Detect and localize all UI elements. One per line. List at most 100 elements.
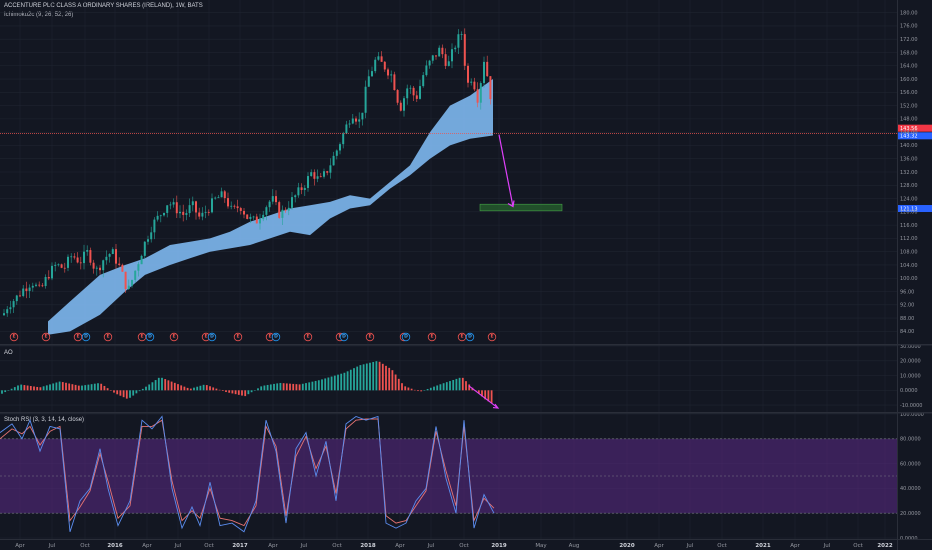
candle-body [281, 209, 284, 218]
candle-body [217, 197, 220, 199]
earnings-marker [233, 332, 243, 342]
candle-body [99, 267, 101, 271]
dividend-marker [81, 332, 91, 342]
candle-body [54, 264, 57, 266]
candle-body [118, 263, 121, 265]
ao-bar [173, 382, 176, 391]
ao-bar [337, 374, 339, 391]
ao-bar [1, 390, 3, 394]
ao-bar [157, 377, 160, 391]
candle-body [425, 65, 428, 76]
ao-bar [359, 365, 362, 391]
time-axis-label: May [535, 543, 547, 549]
price-tick-label: 88.00 [900, 316, 914, 322]
time-axis-label: Oct [459, 543, 469, 549]
pane-separator-main [0, 344, 932, 346]
ao-bar [164, 379, 167, 391]
candle-body [92, 262, 95, 269]
ao-bar [39, 387, 42, 391]
candle-body [255, 216, 258, 224]
candle-body [361, 112, 364, 120]
ichimoku-cloud [48, 79, 493, 335]
candle-body [326, 171, 329, 173]
candles[interactable] [3, 28, 492, 317]
ao-bar [301, 383, 304, 391]
ao-bar [461, 377, 464, 391]
candle-body [470, 81, 473, 83]
price-tick-label: 104.00 [900, 263, 918, 269]
ao-bar [266, 384, 269, 391]
candle-body [355, 118, 357, 122]
event-markers[interactable]: EEEEEEEEEEEEEEEEDDDDDDD [9, 332, 497, 342]
candle-body [479, 83, 482, 103]
ao-bar [10, 388, 13, 391]
ao-bar [237, 390, 240, 395]
time-axis-label: Oct [80, 543, 90, 549]
ao-bar [45, 385, 48, 391]
ichimoku-legend[interactable]: Ichimoku2c (9, 26, 52, 26) [4, 12, 74, 18]
ao-bar [327, 377, 330, 391]
candle-body [252, 216, 255, 218]
candle-body [73, 256, 76, 258]
earnings-marker [303, 332, 313, 342]
cloud-price-tag-text: 143.32 [900, 134, 918, 140]
candle-body [124, 271, 127, 289]
ao-bar [132, 390, 135, 396]
candle-body [44, 277, 47, 287]
ao-bar [397, 378, 400, 391]
ao-bar [413, 389, 416, 391]
dividend-marker [207, 332, 217, 342]
price-tick-label: 152.00 [900, 103, 918, 109]
ao-bar [279, 382, 282, 391]
axes: 84.00 88.00 92.00 96.00 100.00 104.00 108.00 11… [15, 10, 924, 549]
candle-body [329, 165, 332, 173]
candle-body [409, 87, 412, 89]
ao-bar [260, 386, 263, 391]
candle-body [243, 210, 245, 215]
candle-body [387, 69, 389, 76]
ao-bar [349, 369, 352, 391]
earnings-marker [41, 332, 51, 342]
candle-body [111, 249, 114, 255]
ao-bar [455, 378, 458, 391]
ao-bar [97, 383, 99, 391]
candle-body [188, 205, 191, 214]
candle-body [342, 133, 345, 145]
earnings-marker-label: E [44, 334, 47, 340]
ao-bar [276, 383, 279, 391]
ao-bar [119, 390, 122, 396]
candle-body [150, 232, 153, 240]
time-axis-label: Jul [686, 543, 694, 549]
ao-bar [87, 384, 90, 391]
candle-body [383, 61, 386, 70]
ao-bar [321, 379, 323, 391]
candle-body [396, 90, 399, 103]
ao-legend[interactable]: AO [4, 350, 13, 356]
stoch-rsi-legend[interactable]: Stoch RSI (3, 3, 14, 14, close) [4, 417, 85, 423]
earnings-marker-label: E [76, 334, 79, 340]
candle-body [51, 265, 53, 279]
ao-bar [298, 384, 301, 391]
target-price-tag [898, 205, 932, 213]
earnings-marker-label: E [460, 334, 463, 340]
ao-bar [247, 390, 250, 395]
candle-body [345, 124, 348, 134]
price-tick-label: 140.00 [900, 143, 918, 149]
price-tick-label: 144.00 [900, 130, 918, 136]
drawings[interactable]: 143.56 143.32 121.13 [0, 124, 932, 409]
candle-body [259, 219, 261, 224]
time-axis-label: Oct [204, 543, 214, 549]
dividend-marker [465, 332, 475, 342]
ao-bar [423, 390, 426, 391]
ao-bar [244, 390, 247, 397]
candle-body [441, 47, 444, 55]
ao-bar [257, 388, 259, 391]
price-tick-label: 96.00 [900, 289, 914, 295]
candle-body [294, 195, 297, 198]
ao-bar [449, 381, 451, 391]
ao-bar [253, 390, 256, 391]
candle-body [63, 267, 66, 269]
ao-bar [148, 384, 151, 391]
